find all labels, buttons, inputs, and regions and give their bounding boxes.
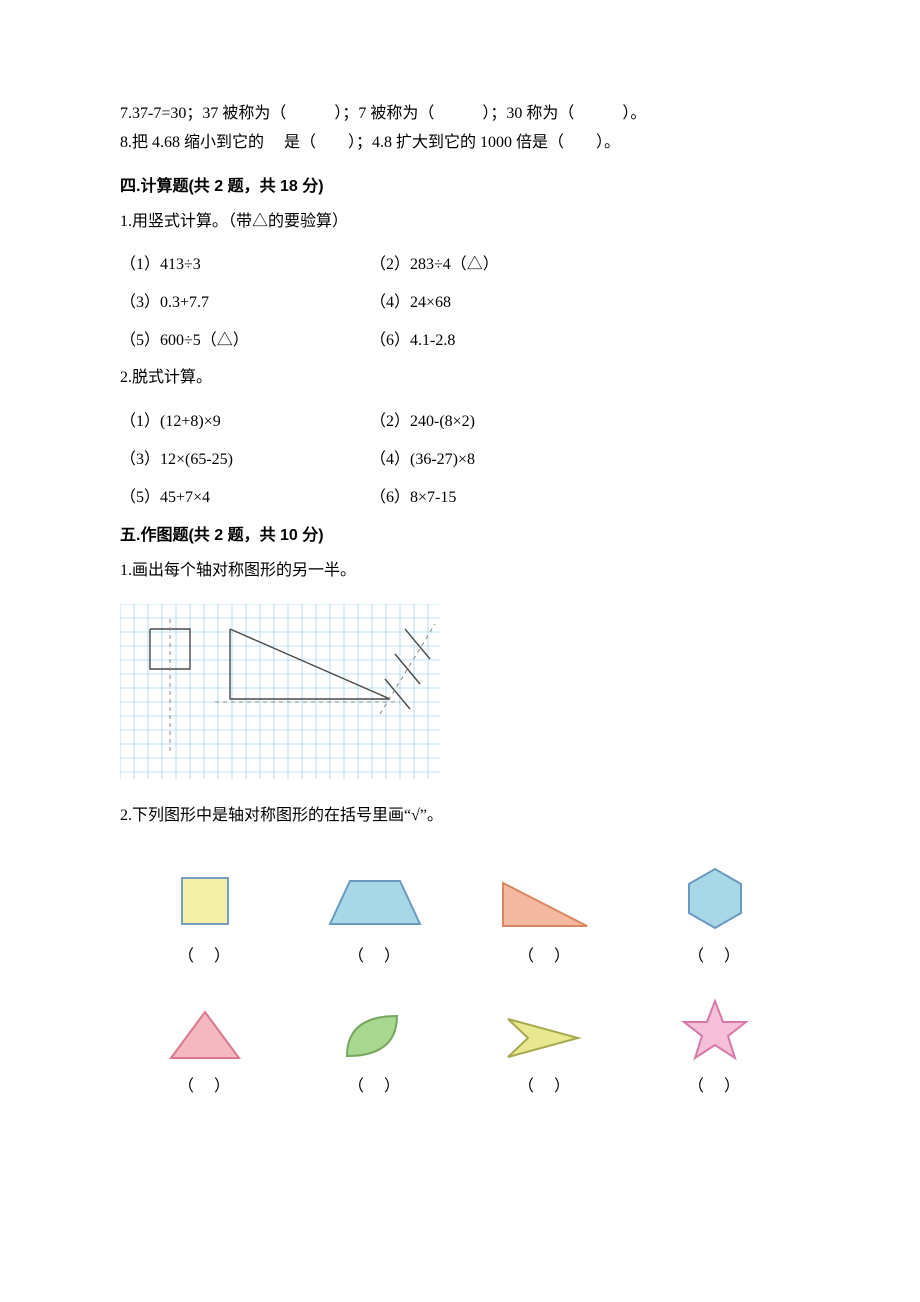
leaf-icon — [335, 1006, 415, 1066]
shape-paren: （ ） — [630, 942, 800, 966]
page-root: 7.37-7=30；37 被称为（ ）；7 被称为（ ）；30 称为（ ）。 8… — [0, 0, 920, 1156]
triangle-icon — [165, 1006, 245, 1066]
s4-q2-items: （1）(12+8)×9（2）240-(8×2)（3）12×(65-25)（4）(… — [120, 407, 800, 507]
hexagon-icon — [675, 861, 755, 936]
shape-paren: （ ） — [290, 942, 460, 966]
square-icon — [170, 866, 240, 936]
shape-hexagon: （ ） — [630, 861, 800, 966]
s5-q1: 1.画出每个轴对称图形的另一半。 — [120, 557, 800, 586]
shape-leaf: （ ） — [290, 1006, 460, 1096]
shape-star: （ ） — [630, 996, 800, 1096]
section4-header: 四.计算题(共 2 题，共 18 分) — [120, 172, 800, 196]
fill-q8: 8.把 4.68 缩小到它的 是（ ）；4.8 扩大到它的 1000 倍是（ ）… — [120, 129, 800, 158]
fill-q7: 7.37-7=30；37 被称为（ ）；7 被称为（ ）；30 称为（ ）。 — [120, 100, 800, 129]
shapes-row-2: （ ）（ ）（ ）（ ） — [120, 996, 800, 1096]
shape-paren: （ ） — [460, 1072, 630, 1096]
shape-paren: （ ） — [290, 1072, 460, 1096]
shape-paren: （ ） — [120, 942, 290, 966]
grid-figure — [120, 604, 800, 784]
calc-row: （3）12×(65-25)（4）(36-27)×8 — [120, 445, 800, 469]
calc-item-left: （5）600÷5（△） — [120, 326, 370, 350]
star-icon — [678, 996, 753, 1066]
calc-item-right: （2）283÷4（△） — [370, 250, 800, 274]
shape-paren: （ ） — [630, 1072, 800, 1096]
right-triangle-icon — [495, 871, 595, 936]
section5-header: 五.作图题(共 2 题，共 10 分) — [120, 521, 800, 545]
calc-row: （5）600÷5（△）（6）4.1-2.8 — [120, 326, 800, 350]
calc-item-left: （3）0.3+7.7 — [120, 288, 370, 312]
s5-q2: 2.下列图形中是轴对称图形的在括号里画“√”。 — [120, 802, 800, 831]
s4-q1-items: （1）413÷3（2）283÷4（△）（3）0.3+7.7（4）24×68（5）… — [120, 250, 800, 350]
shapes-row-1: （ ）（ ）（ ）（ ） — [120, 861, 800, 966]
calc-row: （1）413÷3（2）283÷4（△） — [120, 250, 800, 274]
shape-arrow: （ ） — [460, 1011, 630, 1096]
s4-q2-title: 2.脱式计算。 — [120, 364, 800, 393]
calc-item-right: （6）8×7-15 — [370, 483, 800, 507]
shape-paren: （ ） — [120, 1072, 290, 1096]
calc-row: （1）(12+8)×9（2）240-(8×2) — [120, 407, 800, 431]
calc-item-left: （3）12×(65-25) — [120, 445, 370, 469]
calc-item-right: （4）24×68 — [370, 288, 800, 312]
s4-q1-title: 1.用竖式计算。（带△的要验算） — [120, 208, 800, 237]
shape-right-triangle: （ ） — [460, 871, 630, 966]
calc-row: （5）45+7×4（6）8×7-15 — [120, 483, 800, 507]
calc-item-right: （6）4.1-2.8 — [370, 326, 800, 350]
calc-item-right: （2）240-(8×2) — [370, 407, 800, 431]
calc-row: （3）0.3+7.7（4）24×68 — [120, 288, 800, 312]
shape-square: （ ） — [120, 866, 290, 966]
trapezoid-icon — [325, 866, 425, 936]
calc-item-left: （1）(12+8)×9 — [120, 407, 370, 431]
calc-item-right: （4）(36-27)×8 — [370, 445, 800, 469]
shape-trapezoid: （ ） — [290, 866, 460, 966]
shape-paren: （ ） — [460, 942, 630, 966]
calc-item-left: （1）413÷3 — [120, 250, 370, 274]
arrow-icon — [500, 1011, 590, 1066]
shape-triangle: （ ） — [120, 1006, 290, 1096]
calc-item-left: （5）45+7×4 — [120, 483, 370, 507]
